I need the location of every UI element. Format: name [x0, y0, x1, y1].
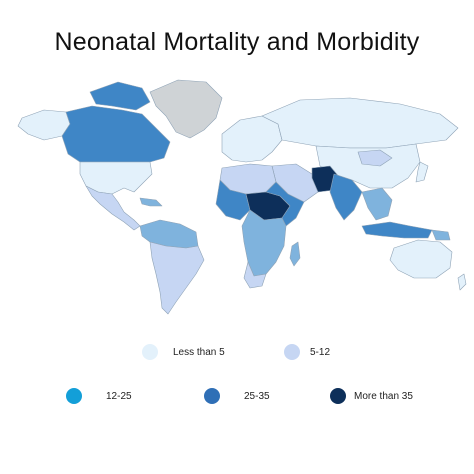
madagascar-region	[289, 241, 301, 267]
legend-label: 12-25	[106, 390, 132, 402]
legend-swatch	[204, 388, 220, 404]
japan-region	[415, 161, 429, 183]
australia-region	[389, 239, 453, 279]
page-title: Neonatal Mortality and Morbidity	[54, 28, 420, 56]
legend-item-12-25: 12-25	[66, 388, 132, 404]
southeast-asia-region	[361, 187, 393, 221]
legend-label: More than 35	[354, 390, 413, 402]
legend-item-25-35: 25-35	[204, 388, 270, 404]
caribbean-region	[139, 197, 163, 207]
legend-label: Less than 5	[173, 346, 225, 358]
legend-swatch	[330, 388, 346, 404]
canada-arctic-islands-region	[89, 81, 151, 111]
legend-label: 5-12	[310, 346, 331, 358]
india-region	[329, 173, 363, 221]
south-america-south-region	[149, 241, 205, 315]
greenland-region	[149, 79, 223, 139]
canada-region	[61, 105, 171, 163]
legend-swatch	[284, 344, 300, 360]
new-zealand-region	[457, 273, 467, 291]
papua-new-guinea-region	[431, 229, 451, 241]
south-america-north-region	[139, 219, 199, 249]
legend-swatch	[66, 388, 82, 404]
legend-item-more-than-35: More than 35	[330, 388, 413, 404]
legend-swatch	[142, 344, 158, 360]
east-southern-africa-region	[241, 209, 287, 277]
legend-label: 25-35	[244, 390, 270, 402]
russia-north-asia-region	[261, 97, 459, 149]
europe-region	[221, 115, 283, 163]
south-africa-region	[243, 261, 267, 289]
legend-item-5-12: 5-12	[284, 344, 330, 360]
indonesia-region	[361, 221, 433, 239]
legend-item-less-than-5: Less than 5	[142, 344, 225, 360]
mongolia-region	[357, 149, 393, 167]
world-choropleth-map	[17, 79, 467, 315]
west-africa-region	[215, 179, 251, 221]
